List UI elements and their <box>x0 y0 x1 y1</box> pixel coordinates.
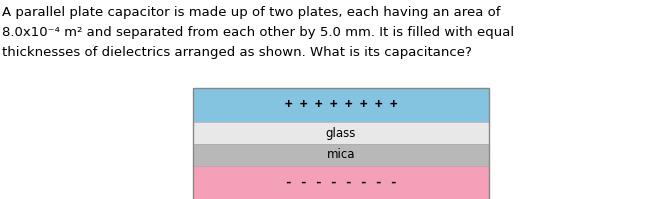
Text: mica: mica <box>327 148 355 162</box>
Text: A parallel plate capacitor is made up of two plates, each having an area of: A parallel plate capacitor is made up of… <box>2 6 501 19</box>
Bar <box>193 166 489 199</box>
Text: 8.0x10⁻⁴ m² and separated from each other by 5.0 mm. It is filled with equal: 8.0x10⁻⁴ m² and separated from each othe… <box>2 26 514 39</box>
Text: glass: glass <box>326 127 356 139</box>
Text: + + + + + + + +: + + + + + + + + <box>285 99 397 111</box>
Bar <box>193 122 489 144</box>
Bar <box>193 144 489 166</box>
Bar <box>193 88 489 122</box>
Bar <box>193 88 489 199</box>
Text: - - - - - - - -: - - - - - - - - <box>285 177 397 189</box>
Text: thicknesses of dielectrics arranged as shown. What is its capacitance?: thicknesses of dielectrics arranged as s… <box>2 46 472 59</box>
